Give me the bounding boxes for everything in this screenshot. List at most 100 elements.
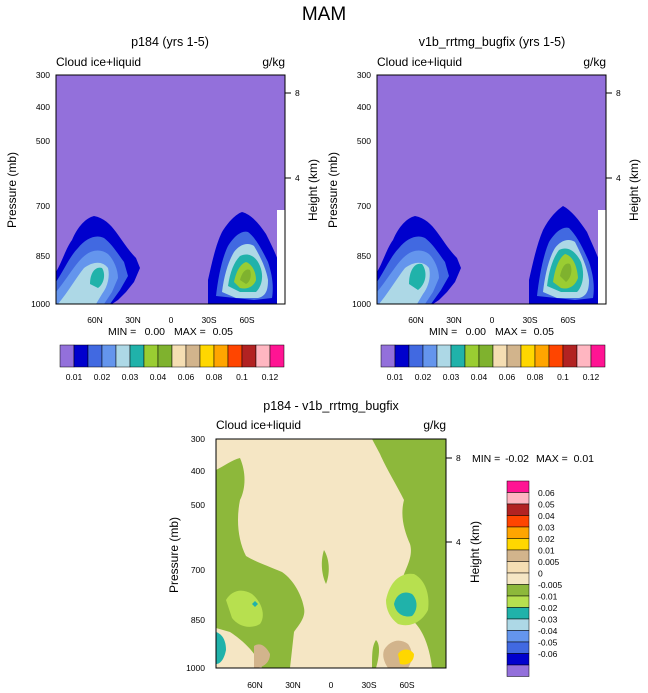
y2-axis-label: Height (km) xyxy=(468,521,482,583)
min-value: 0.00 xyxy=(145,326,166,338)
cb-label: 0.12 xyxy=(262,372,279,382)
panel-title: p184 - v1b_rrtmg_bugfix xyxy=(263,399,399,413)
y2-ticks: 8 4 xyxy=(285,88,300,183)
cb-label: 0.04 xyxy=(538,511,555,521)
panel-title: p184 (yrs 1-5) xyxy=(131,35,209,49)
y2-tick-8: 8 xyxy=(616,88,621,98)
y-tick-400: 400 xyxy=(191,466,205,476)
x-tick-60n: 60N xyxy=(87,315,103,325)
y-axis-label: Pressure (mb) xyxy=(326,152,340,228)
cb-label: 0.01 xyxy=(66,372,83,382)
y-tick-850: 850 xyxy=(191,615,205,625)
y-tick-500: 500 xyxy=(357,136,371,146)
cb-label: 0.1 xyxy=(557,372,569,382)
cb-label: 0.1 xyxy=(236,372,248,382)
y2-tick-4: 4 xyxy=(295,173,300,183)
colorbar: 0.06 0.05 0.04 0.03 0.02 0.01 0.005 0 -0… xyxy=(506,480,562,677)
max-value: 0.01 xyxy=(574,453,595,465)
x-tick-0: 0 xyxy=(329,680,334,690)
x-tick-0: 0 xyxy=(490,315,495,325)
cb-label: 0.03 xyxy=(443,372,460,382)
cb-label: -0.03 xyxy=(538,615,558,625)
units-label: g/kg xyxy=(423,418,446,432)
y-tick-300: 300 xyxy=(36,70,50,80)
cb-label: 0.03 xyxy=(122,372,139,382)
cb-label: 0.03 xyxy=(538,523,555,533)
cb-label: 0.06 xyxy=(499,372,516,382)
x-tick-30s: 30S xyxy=(522,315,537,325)
units-label: g/kg xyxy=(583,55,606,69)
stats-line: MIN = -0.02 MAX = 0.01 xyxy=(472,453,594,465)
left-cloud-contours xyxy=(56,216,140,304)
x-tick-60n: 60N xyxy=(408,315,424,325)
min-value: -0.02 xyxy=(505,453,529,465)
min-value: 0.00 xyxy=(466,326,487,338)
y-tick-500: 500 xyxy=(191,500,205,510)
y-tick-700: 700 xyxy=(357,201,371,211)
y-tick-400: 400 xyxy=(36,102,50,112)
cb-label: 0.04 xyxy=(471,372,488,382)
y2-axis-label: Height (km) xyxy=(306,159,320,221)
right-cloud-contours xyxy=(529,206,606,304)
cb-label: 0.05 xyxy=(538,500,555,510)
cb-label: 0.02 xyxy=(538,534,555,544)
colorbar: 0.01 0.02 0.03 0.04 0.06 0.08 0.1 0.12 xyxy=(59,344,285,382)
min-label: MIN = xyxy=(472,453,500,465)
y-axis-label: Pressure (mb) xyxy=(167,517,181,593)
cb-label: -0.02 xyxy=(538,603,558,613)
y2-tick-4: 4 xyxy=(456,537,461,547)
x-tick-60n: 60N xyxy=(247,680,263,690)
cb-label: 0.06 xyxy=(178,372,195,382)
cb-label: 0.02 xyxy=(94,372,111,382)
left-cloud-contours xyxy=(377,216,461,304)
y2-tick-8: 8 xyxy=(295,88,300,98)
cb-label: -0.005 xyxy=(538,580,562,590)
y-tick-850: 850 xyxy=(36,251,50,261)
x-tick-30n: 30N xyxy=(125,315,141,325)
max-value: 0.05 xyxy=(213,326,234,338)
cb-label: 0.08 xyxy=(206,372,223,382)
y2-tick-8: 8 xyxy=(456,453,461,463)
max-label: MAX = xyxy=(536,453,568,465)
panel-p184: p184 (yrs 1-5) Cloud ice+liquid g/kg 300… xyxy=(5,35,320,382)
panel-title: v1b_rrtmg_bugfix (yrs 1-5) xyxy=(419,35,566,49)
cb-label: 0.01 xyxy=(538,546,555,556)
panel-difference: p184 - v1b_rrtmg_bugfix Cloud ice+liquid… xyxy=(167,399,594,690)
stats-line: MIN = 0.00 MAX = 0.05 xyxy=(108,326,233,338)
colorbar: 0.01 0.02 0.03 0.04 0.06 0.08 0.1 0.12 xyxy=(380,344,606,382)
y-tick-700: 700 xyxy=(36,201,50,211)
x-tick-30s: 30S xyxy=(201,315,216,325)
x-ticks: 60N 30N 0 30S 60S xyxy=(87,315,255,325)
cb-label: 0.12 xyxy=(583,372,600,382)
x-ticks: 60N 30N 0 30S 60S xyxy=(247,680,415,690)
y-tick-850: 850 xyxy=(357,251,371,261)
cb-label: 0 xyxy=(538,569,543,579)
cb-label: 0.04 xyxy=(150,372,167,382)
plot-frame xyxy=(55,74,286,305)
max-label: MAX = xyxy=(174,326,206,338)
cb-label: 0.06 xyxy=(538,488,555,498)
variable-label: Cloud ice+liquid xyxy=(377,55,462,69)
min-label: MIN = xyxy=(429,326,457,338)
x-tick-60s: 60S xyxy=(399,680,414,690)
y2-axis-label: Height (km) xyxy=(627,159,641,221)
cb-label: 0.08 xyxy=(527,372,544,382)
y-tick-300: 300 xyxy=(191,434,205,444)
y2-ticks: 8 4 xyxy=(606,88,621,183)
right-cloud-contours xyxy=(208,210,285,304)
units-label: g/kg xyxy=(262,55,285,69)
y-ticks-left: 300 400 500 700 850 1000 xyxy=(186,434,205,673)
x-tick-0: 0 xyxy=(169,315,174,325)
cb-label: -0.06 xyxy=(538,649,558,659)
min-label: MIN = xyxy=(108,326,136,338)
x-tick-30n: 30N xyxy=(285,680,301,690)
y-ticks-left: 300 400 500 700 850 1000 xyxy=(352,70,371,309)
y-ticks-left: 300 400 500 700 850 1000 xyxy=(31,70,50,309)
max-value: 0.05 xyxy=(534,326,555,338)
y-axis-label: Pressure (mb) xyxy=(5,152,19,228)
y-tick-1000: 1000 xyxy=(352,299,371,309)
y2-ticks: 8 4 xyxy=(446,453,461,547)
y-tick-700: 700 xyxy=(191,565,205,575)
panel-v1b: v1b_rrtmg_bugfix (yrs 1-5) Cloud ice+liq… xyxy=(326,35,641,382)
